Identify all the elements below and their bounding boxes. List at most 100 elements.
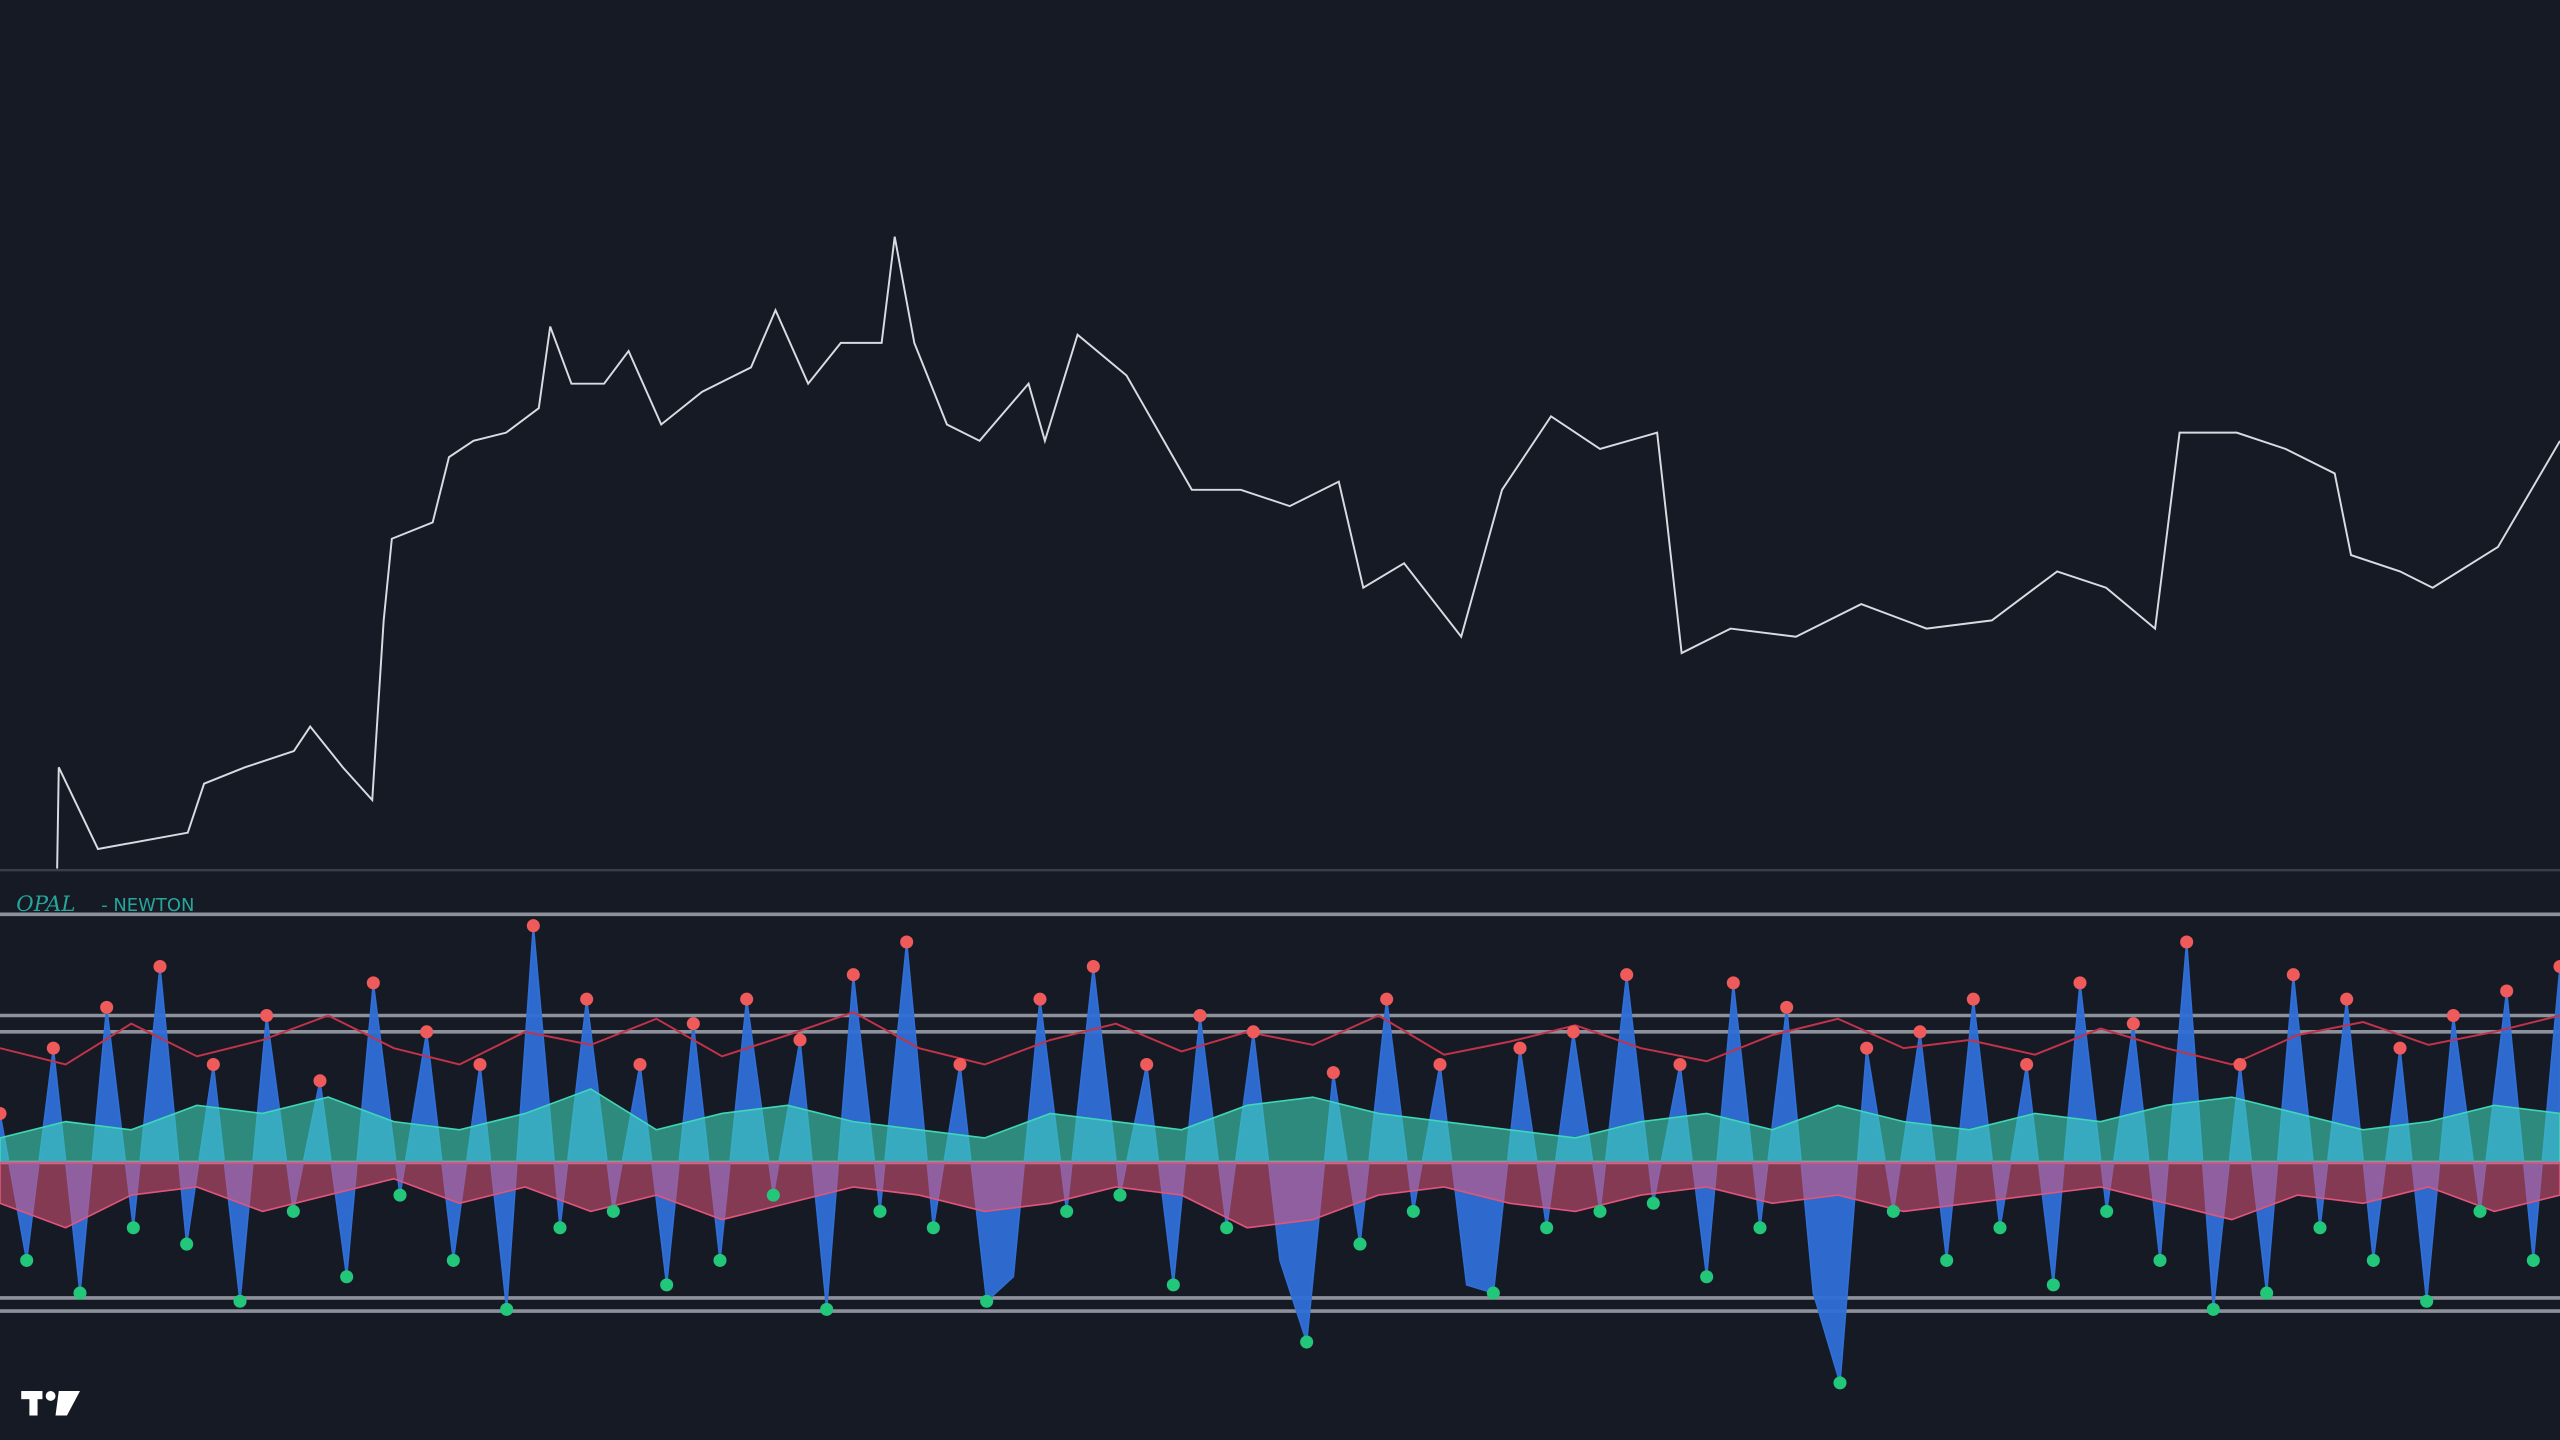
trough-dot [1886,1204,1900,1218]
momentum-area [0,925,2560,1384]
trough-dot [393,1188,407,1202]
peak-dot [260,1008,274,1023]
peak-dot [46,1041,60,1055]
peak-dot [1726,976,1740,990]
trough-dot [233,1294,247,1308]
peak-dot [740,992,754,1006]
peak-dot [366,976,380,990]
indicator-name: OPAL [16,892,75,917]
peak-dot [1086,960,1100,974]
peak-dot [1966,992,1980,1006]
trough-dot [1540,1221,1554,1235]
peak-dot [1193,1008,1207,1023]
peak-dot [793,1033,807,1047]
trough-dot [1300,1335,1314,1349]
trough-dot [73,1286,87,1300]
peak-dot [633,1057,647,1072]
peak-dot [2446,1008,2460,1023]
trough-dot [1166,1278,1180,1292]
peak-dot [900,935,914,949]
peak-dot [1380,992,1394,1006]
peak-dot [313,1074,327,1088]
trough-dot [1486,1286,1500,1300]
peak-dot [1513,1041,1527,1055]
trough-dot [2046,1278,2060,1292]
trough-dot [766,1188,780,1202]
trough-dot [2206,1302,2220,1316]
peak-dot [953,1057,967,1072]
peak-dot [1566,1025,1580,1039]
trough-dot [1593,1204,1607,1218]
trough-dot [980,1294,994,1308]
peak-dot [580,992,594,1006]
trough-dot [340,1270,354,1284]
peak-dot [1433,1057,1447,1072]
peak-dot [1860,1041,1874,1055]
trough-dot [1993,1221,2007,1235]
peak-dot [2340,992,2354,1006]
price-line [56,236,2560,869]
peak-dot [2393,1041,2407,1055]
trough-dot [20,1253,34,1267]
peak-dot [1326,1066,1340,1080]
trough-dot [553,1221,567,1235]
peak-dot [206,1057,220,1072]
trough-dot [1646,1196,1660,1210]
trough-dot [2100,1204,2114,1218]
trough-dot [606,1204,620,1218]
trough-dot [500,1302,514,1316]
trough-dot [2526,1253,2540,1267]
peak-dot [1780,1000,1794,1014]
peak-dot [473,1057,487,1072]
trough-dot [2473,1204,2487,1218]
trough-dot [1353,1237,1367,1251]
trough-dot [2420,1294,2434,1308]
peak-dot [686,1017,700,1031]
trough-dot [926,1221,940,1235]
peak-dot [2553,960,2560,974]
trough-dot [2366,1253,2380,1267]
trough-dot [873,1204,887,1218]
peak-dot [2073,976,2087,990]
trough-dot [1753,1221,1767,1235]
peak-dot [2233,1057,2247,1072]
trough-dot [713,1253,727,1267]
trough-dot [660,1278,674,1292]
signal-line [0,1011,2560,1066]
peak-dot [100,1000,114,1014]
peak-dot [1246,1025,1260,1039]
trough-dot [820,1302,834,1316]
peak-dot [1620,968,1634,982]
trough-dot [126,1221,140,1235]
oscillator-pane [0,912,2560,1390]
trough-dot [286,1204,300,1218]
trough-dot [180,1237,194,1251]
trough-dot [1833,1376,1847,1390]
peak-dot [1033,992,1047,1006]
peak-dot [1140,1057,1154,1072]
trough-dot [1220,1221,1234,1235]
trough-dot [1113,1188,1127,1202]
peak-dot [2126,1017,2140,1031]
peak-dot [526,919,540,933]
trough-dot [1060,1204,1074,1218]
trough-dot [1406,1204,1420,1218]
peak-dot [846,968,860,982]
trough-dot [2313,1221,2327,1235]
peak-dot [0,1106,7,1120]
trough-dot [446,1253,460,1267]
peak-dot [2020,1057,2034,1072]
peak-dot [2286,968,2300,982]
indicator-variant: - NEWTON [101,895,194,916]
peak-dot [2180,935,2194,949]
tradingview-logo [21,1391,80,1416]
peak-dot [1913,1025,1927,1039]
bear-area [0,1161,2560,1229]
peak-dot [1673,1057,1687,1072]
trough-dot [2260,1286,2274,1300]
peak-dot [153,960,167,974]
trough-dot [1940,1253,1954,1267]
peak-dot [2500,984,2514,998]
bull-area [0,1088,2560,1164]
